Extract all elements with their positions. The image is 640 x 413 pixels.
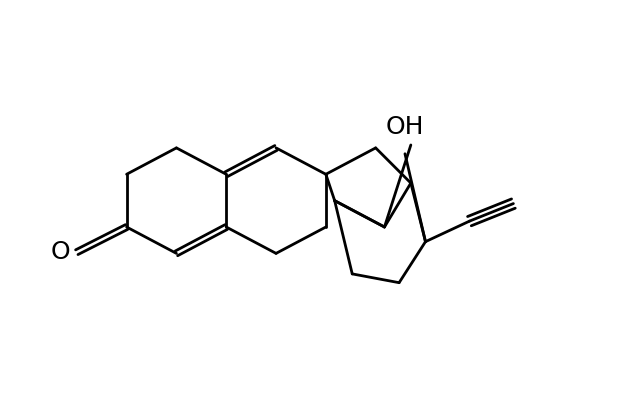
Text: O: O: [50, 240, 70, 264]
Text: OH: OH: [386, 115, 424, 139]
